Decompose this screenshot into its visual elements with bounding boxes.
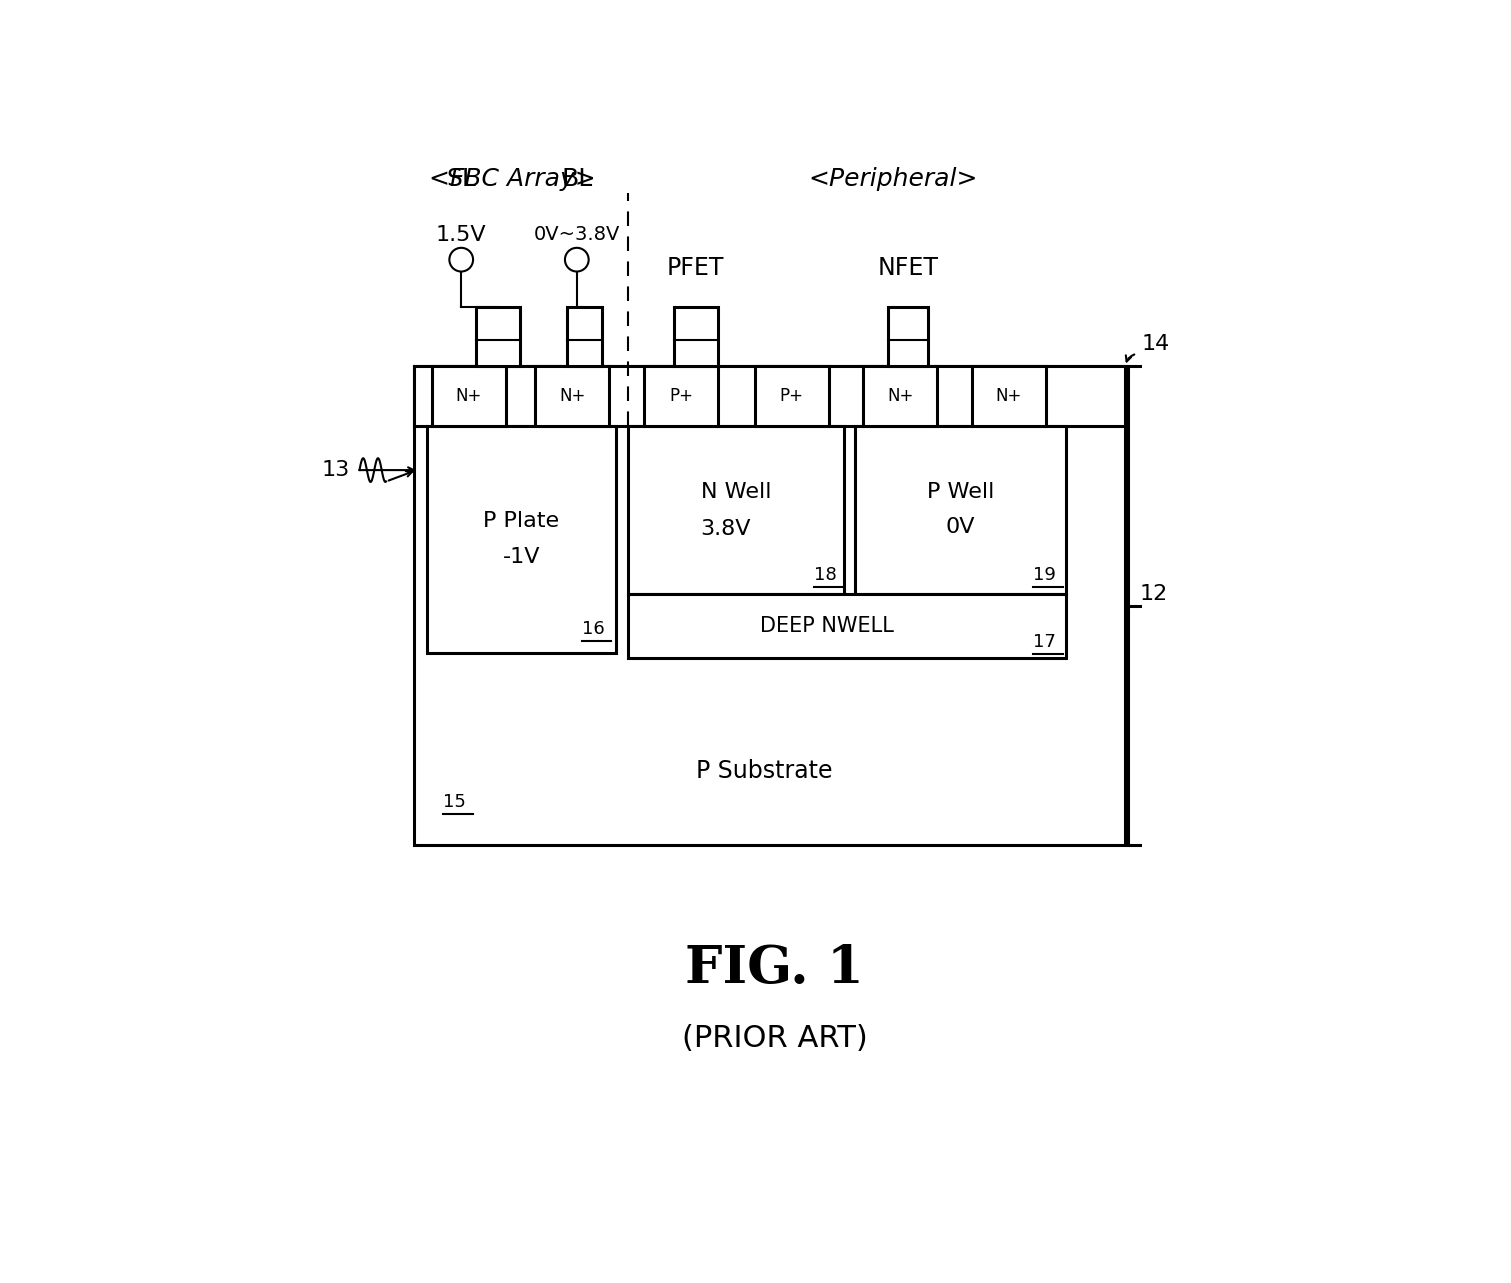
Text: 1.5V: 1.5V <box>435 225 487 245</box>
Circle shape <box>449 248 473 272</box>
Text: PFET: PFET <box>666 257 724 281</box>
Text: 14: 14 <box>1142 334 1170 354</box>
Text: P Substrate: P Substrate <box>697 760 833 784</box>
Text: <FBC Array>: <FBC Array> <box>429 167 595 191</box>
Text: P Plate: P Plate <box>484 512 559 531</box>
Text: N+: N+ <box>455 387 482 405</box>
Text: P+: P+ <box>669 387 694 405</box>
Bar <box>414 367 1126 426</box>
Text: 19: 19 <box>1034 566 1056 584</box>
Text: 13: 13 <box>322 461 349 480</box>
Text: 18: 18 <box>814 566 837 584</box>
Bar <box>972 367 1046 426</box>
Text: 15: 15 <box>443 793 467 811</box>
Text: NFET: NFET <box>878 257 938 281</box>
Bar <box>674 307 718 367</box>
Text: P Well: P Well <box>926 482 994 502</box>
Text: -1V: -1V <box>503 547 541 567</box>
Bar <box>644 367 718 426</box>
Text: N+: N+ <box>887 387 914 405</box>
Text: DEEP NWELL: DEEP NWELL <box>760 616 895 635</box>
Text: 16: 16 <box>582 620 604 638</box>
Text: FIG. 1: FIG. 1 <box>684 943 864 994</box>
Text: N+: N+ <box>996 387 1023 405</box>
Bar <box>863 367 937 426</box>
Bar <box>629 594 1065 658</box>
Text: 17: 17 <box>1034 633 1056 650</box>
Bar <box>535 367 609 426</box>
Text: <Peripheral>: <Peripheral> <box>808 167 978 191</box>
Bar <box>629 426 843 594</box>
Text: P+: P+ <box>780 387 804 405</box>
Bar <box>888 307 928 367</box>
Text: 3.8V: 3.8V <box>701 520 751 539</box>
Text: N+: N+ <box>559 387 586 405</box>
Text: (PRIOR ART): (PRIOR ART) <box>681 1024 867 1052</box>
Text: 0V~3.8V: 0V~3.8V <box>533 225 620 244</box>
Text: 12: 12 <box>1139 584 1168 603</box>
Text: SL: SL <box>446 167 476 190</box>
Bar <box>432 367 506 426</box>
Bar <box>754 367 828 426</box>
Text: N Well: N Well <box>701 482 771 502</box>
Bar <box>476 307 520 367</box>
Text: 0V: 0V <box>946 517 976 538</box>
Text: BL: BL <box>561 167 592 190</box>
Bar <box>426 426 616 653</box>
Bar <box>855 426 1065 594</box>
Circle shape <box>565 248 589 272</box>
Bar <box>414 367 1126 845</box>
Bar <box>567 307 601 367</box>
